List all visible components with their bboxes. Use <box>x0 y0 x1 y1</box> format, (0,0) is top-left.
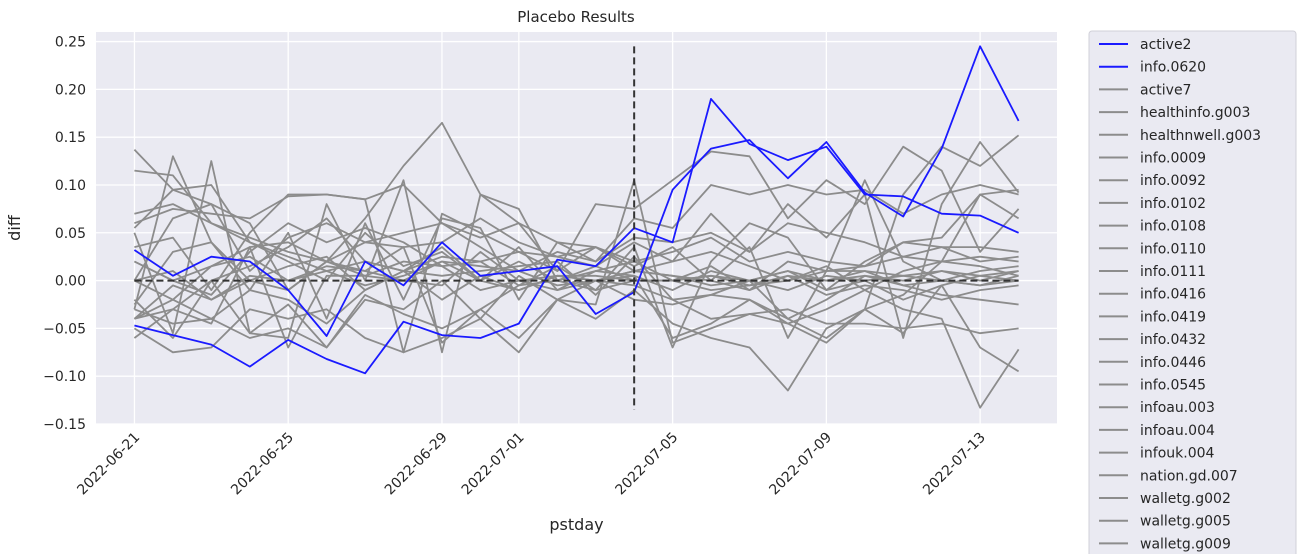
x-tick-label: 2022-07-09 <box>766 430 835 499</box>
x-tick-label: 2022-07-01 <box>459 430 528 499</box>
legend-item-info.0620: info.0620 <box>1099 60 1206 76</box>
y-tick-label: 0.00 <box>55 274 86 290</box>
legend-label: active2 <box>1140 37 1191 53</box>
chart-title: Placebo Results <box>517 8 635 26</box>
series-line-walletg.g005 <box>134 241 1019 344</box>
series-line-active2 <box>133 45 1020 337</box>
series-line-info.0620 <box>134 98 1019 375</box>
series-line-info.0009 <box>133 284 1020 392</box>
series-line-info.0545 <box>133 255 1019 335</box>
legend-item-info.0111: info.0111 <box>1099 264 1206 280</box>
legend-items: active2 info.0620 active7 healthinfo.g003 he… <box>1099 37 1261 552</box>
y-tick-label: 0.20 <box>55 82 86 98</box>
legend-item-info.0108: info.0108 <box>1099 219 1206 235</box>
legend-item-info.0009: info.0009 <box>1099 151 1206 167</box>
reference-lines <box>134 46 1019 410</box>
legend-label: infouk.004 <box>1140 446 1215 462</box>
y-tick-label: 0.05 <box>55 226 86 242</box>
legend-item-info.0545: info.0545 <box>1099 378 1206 394</box>
legend-label: healthinfo.g003 <box>1140 105 1250 121</box>
y-axis-title: diff <box>5 214 24 241</box>
legend-label: info.0110 <box>1140 241 1206 257</box>
x-tick-label: 2022-07-13 <box>920 430 989 499</box>
y-tick-label: 0.10 <box>55 178 86 194</box>
legend-item-info.0110: info.0110 <box>1099 241 1206 257</box>
legend-item-nation.gd.007: nation.gd.007 <box>1099 468 1238 484</box>
legend-label: active7 <box>1140 82 1191 98</box>
legend-label: walletg.g005 <box>1140 514 1231 530</box>
legend-item-walletg.g005: walletg.g005 <box>1099 514 1231 530</box>
legend: active2 info.0620 active7 healthinfo.g003 he… <box>1088 30 1297 554</box>
y-tick-label: 0.15 <box>55 130 86 146</box>
legend-item-healthnwell.g003: healthnwell.g003 <box>1099 128 1261 144</box>
legend-item-infoau.004: infoau.004 <box>1099 423 1215 439</box>
x-tick-label: 2022-07-05 <box>613 430 682 499</box>
treated-series-group <box>133 45 1020 375</box>
series-line-infoau.003 <box>134 222 1019 296</box>
legend-label: info.0432 <box>1140 332 1206 348</box>
legend-label: info.0620 <box>1140 60 1206 76</box>
legend-item-walletg.g002: walletg.g002 <box>1099 491 1231 507</box>
y-tick-label: 0.25 <box>55 35 86 51</box>
x-tick-label: 2022-06-25 <box>228 430 297 499</box>
y-tick-label: −0.10 <box>43 369 86 385</box>
legend-label: infoau.003 <box>1140 400 1215 416</box>
legend-item-info.0432: info.0432 <box>1099 332 1206 348</box>
y-tick-labels: −0.15 −0.10 −0.05 0.00 0.05 0.10 0.15 0.20 0.25 <box>43 35 86 433</box>
legend-item-walletg.g009: walletg.g009 <box>1099 536 1231 552</box>
legend-label: info.0111 <box>1140 264 1206 280</box>
legend-item-active2: active2 <box>1099 37 1191 53</box>
legend-label: info.0416 <box>1140 287 1206 303</box>
legend-label: info.0545 <box>1140 378 1206 394</box>
legend-item-info.0416: info.0416 <box>1099 287 1206 303</box>
series-line-info.0108 <box>133 160 1020 354</box>
legend-label: info.0092 <box>1140 173 1206 189</box>
legend-label: info.0108 <box>1140 219 1206 235</box>
legend-label: healthnwell.g003 <box>1140 128 1261 144</box>
legend-item-info.0446: info.0446 <box>1099 355 1206 371</box>
legend-item-info.0102: info.0102 <box>1099 196 1206 212</box>
x-tick-label: 2022-06-21 <box>74 430 143 499</box>
series-line-infouk.004 <box>134 134 1020 349</box>
legend-item-healthinfo.g003: healthinfo.g003 <box>1099 105 1250 121</box>
legend-box <box>1088 30 1297 554</box>
legend-item-infouk.004: infouk.004 <box>1099 446 1215 462</box>
legend-label: info.0102 <box>1140 196 1206 212</box>
legend-label: info.0446 <box>1140 355 1206 371</box>
series-line-healthinfo.g003 <box>134 169 1019 292</box>
legend-item-info.0092: info.0092 <box>1099 173 1206 189</box>
legend-label: nation.gd.007 <box>1140 468 1238 484</box>
legend-label: walletg.g009 <box>1140 536 1231 552</box>
y-tick-label: −0.15 <box>43 417 86 433</box>
legend-label: info.0009 <box>1140 151 1206 167</box>
legend-label: walletg.g002 <box>1140 491 1231 507</box>
legend-item-infoau.003: infoau.003 <box>1099 400 1215 416</box>
legend-label: info.0419 <box>1140 309 1206 325</box>
plot-area <box>96 32 1057 424</box>
legend-item-active7: active7 <box>1099 82 1191 98</box>
x-tick-labels: 2022-06-21 2022-06-25 2022-06-29 2022-07-01… <box>74 430 989 499</box>
y-tick-label: −0.05 <box>43 321 86 337</box>
x-tick-label: 2022-06-29 <box>382 430 451 499</box>
legend-label: infoau.004 <box>1140 423 1215 439</box>
legend-item-info.0419: info.0419 <box>1099 309 1206 325</box>
x-axis-title: pstday <box>549 515 603 534</box>
